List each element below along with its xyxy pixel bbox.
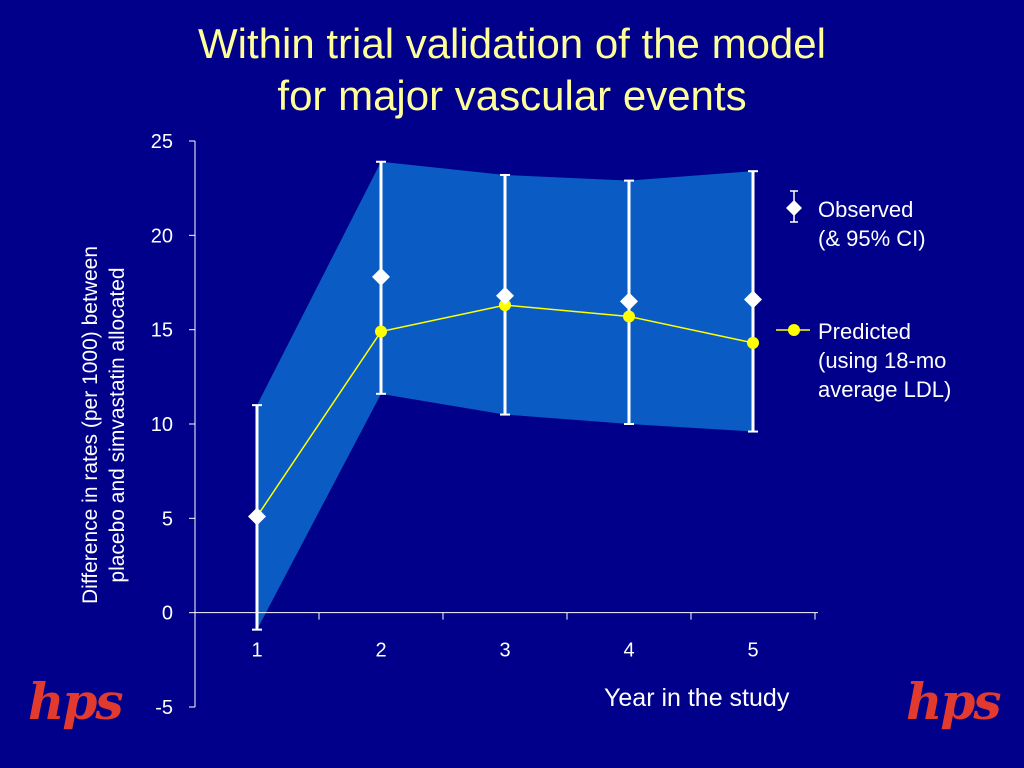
legend-predicted-line-2: (using 18-mo xyxy=(818,348,947,373)
observed-point xyxy=(248,507,266,526)
legend-observed-line-1: Observed xyxy=(818,197,914,222)
predicted-point xyxy=(623,310,635,323)
observed-point xyxy=(496,286,514,305)
title-line-2: for major vascular events xyxy=(277,72,747,119)
predicted-point xyxy=(747,336,759,349)
hps-logo-left: hps xyxy=(28,672,123,731)
y-tick-label: 5 xyxy=(162,508,173,530)
slide-title: Within trial validation of the model for… xyxy=(0,18,1024,122)
y-tick-label: 25 xyxy=(151,131,173,153)
x-tick-label: 1 xyxy=(251,640,262,662)
legend-observed-line-2: (& 95% CI) xyxy=(818,226,926,251)
legend-predicted-line-1: Predicted xyxy=(818,319,911,344)
y-tick-label: 20 xyxy=(151,225,173,247)
y-tick-label: -5 xyxy=(155,697,173,719)
x-tick-label: 3 xyxy=(499,640,510,662)
y-axis-label: Difference in rates (per 1000) between p… xyxy=(77,246,131,604)
legend-predicted-label: Predicted (using 18-mo average LDL) xyxy=(818,317,951,404)
legend-predicted-marker xyxy=(788,324,800,336)
legend-predicted-line-3: average LDL) xyxy=(818,377,952,402)
legend-observed-marker xyxy=(786,200,802,216)
predicted-point xyxy=(499,299,511,312)
x-tick-label: 5 xyxy=(747,640,758,662)
x-axis-label: Year in the study xyxy=(604,684,790,712)
observed-point xyxy=(372,267,390,286)
observed-point xyxy=(744,290,762,309)
y-axis-label-line-1: Difference in rates (per 1000) between xyxy=(79,246,102,604)
x-tick-label: 4 xyxy=(623,640,634,662)
y-tick-label: 0 xyxy=(162,603,173,625)
hps-logo-right: hps xyxy=(906,672,1001,731)
title-line-1: Within trial validation of the model xyxy=(198,20,826,67)
predicted-point xyxy=(375,325,387,338)
y-axis-label-line-2: placebo and simvastatin allocated xyxy=(106,267,129,583)
legend-observed-label: Observed (& 95% CI) xyxy=(818,195,926,253)
x-tick-label: 2 xyxy=(375,640,386,662)
y-tick-label: 15 xyxy=(151,320,173,342)
observed-point xyxy=(620,292,638,311)
y-tick-label: 10 xyxy=(151,414,173,436)
